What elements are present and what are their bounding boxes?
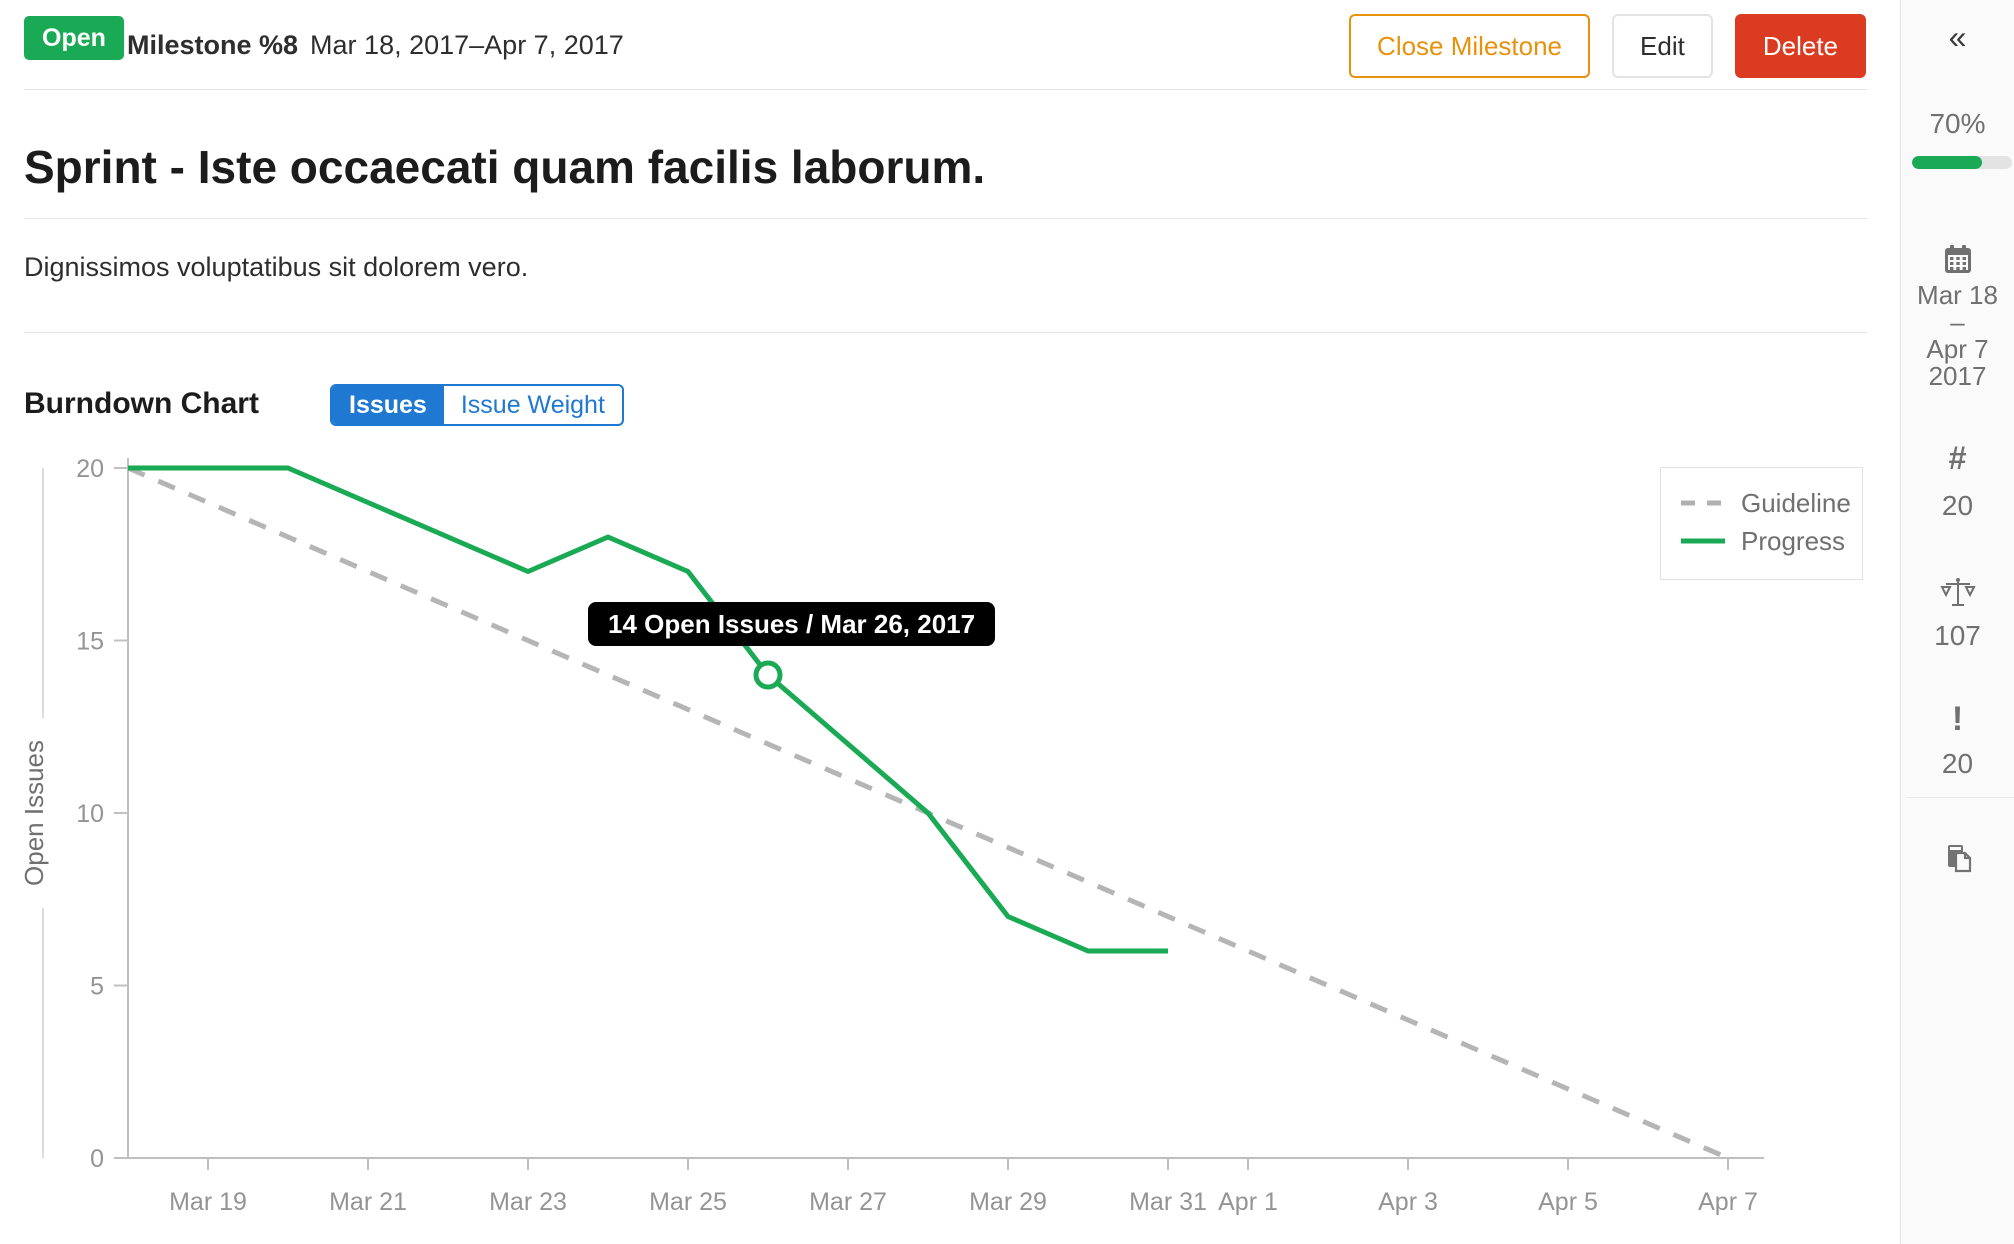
progress-line-sample xyxy=(1681,538,1725,544)
svg-text:15: 15 xyxy=(76,628,104,656)
calendar-icon xyxy=(1901,243,2014,280)
issues-count: 20 xyxy=(1941,490,1974,521)
svg-text:Mar 23: Mar 23 xyxy=(489,1188,567,1216)
tab-issues[interactable]: Issues xyxy=(332,386,444,424)
milestone-info: Milestone %8 Mar 18, 2017–Apr 7, 2017 xyxy=(127,0,624,90)
milestone-progress-fill xyxy=(1912,156,1982,169)
exclamation-icon: ! xyxy=(1951,700,1964,738)
chart-tooltip: 14 Open Issues / Mar 26, 2017 xyxy=(588,602,996,646)
close-milestone-button[interactable]: Close Milestone xyxy=(1349,14,1591,78)
chart-legend: Guideline Progress xyxy=(1660,467,1863,580)
burndown-unit-toggle: Issues Issue Weight xyxy=(330,384,624,426)
scale-icon xyxy=(1901,575,2014,616)
milestone-label: Milestone %8 xyxy=(127,30,299,60)
sidebar-date-start: Mar 18 xyxy=(1917,280,1998,310)
svg-text:Mar 19: Mar 19 xyxy=(169,1188,247,1216)
svg-text:20: 20 xyxy=(76,455,104,483)
weight-total: 107 xyxy=(1934,620,1981,651)
svg-text:Mar 21: Mar 21 xyxy=(329,1188,407,1216)
svg-text:Apr 1: Apr 1 xyxy=(1218,1188,1278,1216)
divider xyxy=(24,332,1867,333)
header-actions: Close Milestone Edit Delete xyxy=(1349,14,1866,78)
divider xyxy=(24,89,1867,90)
sidebar-date-year: 2017 xyxy=(1928,361,1987,391)
milestone-progressbar xyxy=(1912,156,2012,169)
status-badge: Open xyxy=(24,16,124,60)
sidebar-date-range: Mar 18 – Apr 7 2017 xyxy=(1901,282,2014,390)
legend-label-guideline: Guideline xyxy=(1741,487,1851,518)
legend-label-progress: Progress xyxy=(1741,525,1846,556)
sidebar-date-end: Apr 7 xyxy=(1926,334,1989,364)
guideline-dash-sample xyxy=(1681,500,1725,506)
svg-text:Mar 29: Mar 29 xyxy=(969,1188,1047,1216)
tab-issue-weight[interactable]: Issue Weight xyxy=(460,391,605,419)
milestone-description: Dignissimos voluptatibus sit dolorem ver… xyxy=(24,252,529,282)
svg-text:Mar 31: Mar 31 xyxy=(1129,1188,1207,1216)
burndown-chart: 0 5 10 15 20 Mar 19 Mar 21 Mar 23 Mar 25 Mar 27 Ma… xyxy=(0,440,1790,1244)
svg-text:Open Issues: Open Issues xyxy=(19,740,49,886)
milestone-date-range: Mar 18, 2017–Apr 7, 2017 xyxy=(310,30,624,60)
svg-text:5: 5 xyxy=(90,973,104,1001)
svg-text:Mar 27: Mar 27 xyxy=(809,1188,887,1216)
delete-button[interactable]: Delete xyxy=(1734,14,1866,78)
sidebar-expand-icon[interactable]: « xyxy=(1901,12,2014,60)
completion-percent: 70% xyxy=(1929,108,1986,139)
legend-item-guideline: Guideline xyxy=(1681,484,1862,522)
svg-text:Apr 7: Apr 7 xyxy=(1698,1188,1758,1216)
divider xyxy=(24,218,1867,219)
burndown-heading: Burndown Chart xyxy=(24,387,259,420)
legend-item-progress: Progress xyxy=(1681,522,1862,560)
svg-text:10: 10 xyxy=(76,800,104,828)
sidebar-divider xyxy=(1907,797,2014,798)
svg-text:Apr 3: Apr 3 xyxy=(1378,1188,1438,1216)
edit-button[interactable]: Edit xyxy=(1612,14,1713,78)
svg-text:Apr 5: Apr 5 xyxy=(1538,1188,1598,1216)
open-issues-count: 20 xyxy=(1941,748,1974,779)
burndown-chart-svg: 0 5 10 15 20 Mar 19 Mar 21 Mar 23 Mar 25 Mar 27 Ma… xyxy=(19,455,1764,1216)
milestone-sidebar: « 70% Mar 18 – Apr 7 2017 # xyxy=(1900,0,2014,1244)
svg-text:Mar 25: Mar 25 xyxy=(649,1188,727,1216)
clipboard-icon[interactable] xyxy=(1901,841,2014,880)
hash-icon: # xyxy=(1948,440,1967,476)
svg-text:0: 0 xyxy=(90,1145,104,1173)
sidebar-date-separator: – xyxy=(1950,307,1965,337)
page-title: Sprint - Iste occaecati quam facilis lab… xyxy=(24,141,986,193)
